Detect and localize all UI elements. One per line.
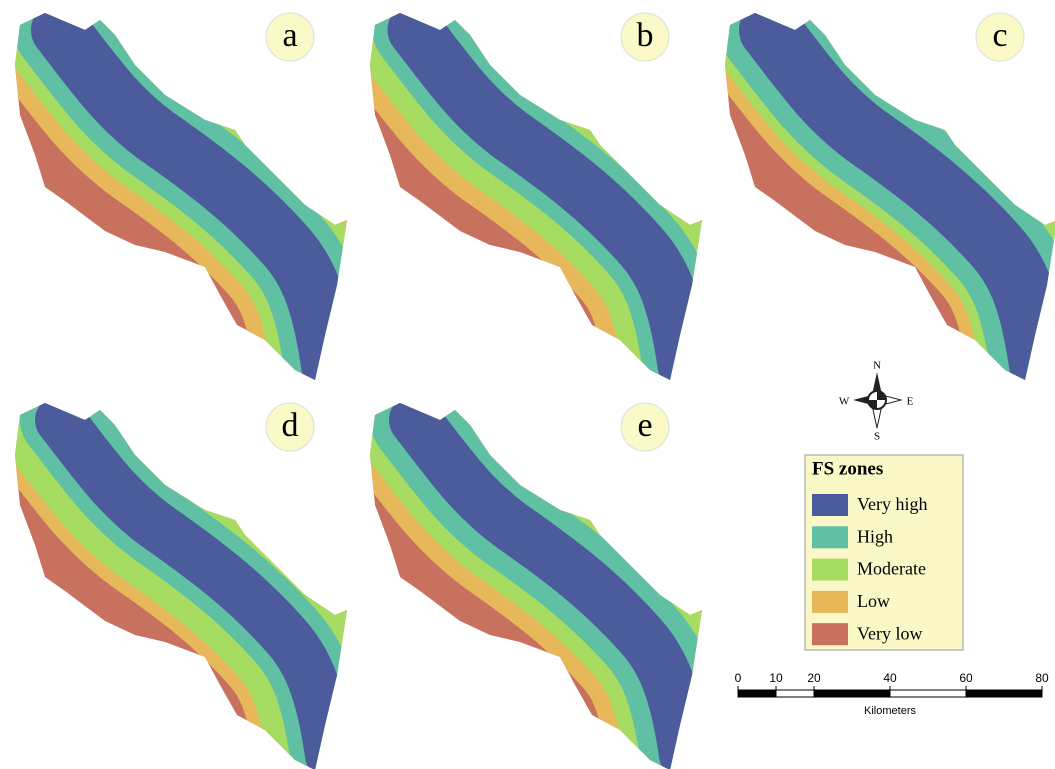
- panel-label: c: [992, 17, 1007, 54]
- legend-swatch: [812, 526, 848, 548]
- legend-label: Moderate: [857, 559, 926, 579]
- map: [60, 420, 330, 755]
- panel-label: d: [282, 407, 299, 444]
- compass-e: E: [907, 396, 914, 408]
- scale-label: 80: [1035, 671, 1049, 685]
- scale-label: 10: [769, 671, 783, 685]
- panel-label: b: [637, 17, 654, 54]
- map: [60, 30, 330, 365]
- compass-n: N: [873, 360, 881, 372]
- compass: N S E W: [839, 360, 914, 443]
- legend-box: [805, 455, 963, 650]
- map-panel: b: [415, 13, 685, 365]
- scale-segment: [814, 690, 890, 697]
- scale-segment: [776, 690, 814, 697]
- scale-label: 20: [807, 671, 821, 685]
- legend: FS zones Very high High Moderate Low Very lo…: [805, 455, 963, 650]
- legend-swatch: [812, 623, 848, 645]
- legend-swatch: [812, 559, 848, 581]
- panel-label: a: [282, 17, 297, 54]
- panel-label: e: [637, 407, 652, 444]
- compass-w: W: [839, 396, 850, 408]
- figure: a b c d e N S E W FS zones Very high High Mode…: [0, 0, 1055, 769]
- map: [415, 30, 685, 365]
- legend-label: Very low: [857, 623, 923, 643]
- map: [415, 420, 685, 755]
- legend-title: FS zones: [812, 458, 883, 479]
- map-panel: d: [60, 403, 330, 755]
- map-panel: e: [415, 403, 685, 755]
- scale-segment: [890, 690, 966, 697]
- map-panel: c: [770, 13, 1040, 365]
- scale-bar: 0 10 20 40 60 80 Kilometers: [735, 671, 1049, 717]
- map: [770, 30, 1040, 365]
- legend-label: Very high: [857, 494, 928, 514]
- scale-unit: Kilometers: [864, 705, 916, 717]
- legend-label: Low: [857, 591, 890, 611]
- scale-label: 60: [959, 671, 973, 685]
- scale-segment: [966, 690, 1042, 697]
- scale-segment: [738, 690, 776, 697]
- scale-label: 0: [735, 671, 742, 685]
- legend-swatch: [812, 494, 848, 516]
- scale-label: 40: [883, 671, 897, 685]
- legend-swatch: [812, 591, 848, 613]
- map-panel: a: [60, 13, 330, 365]
- legend-label: High: [857, 526, 893, 546]
- compass-s: S: [874, 431, 880, 443]
